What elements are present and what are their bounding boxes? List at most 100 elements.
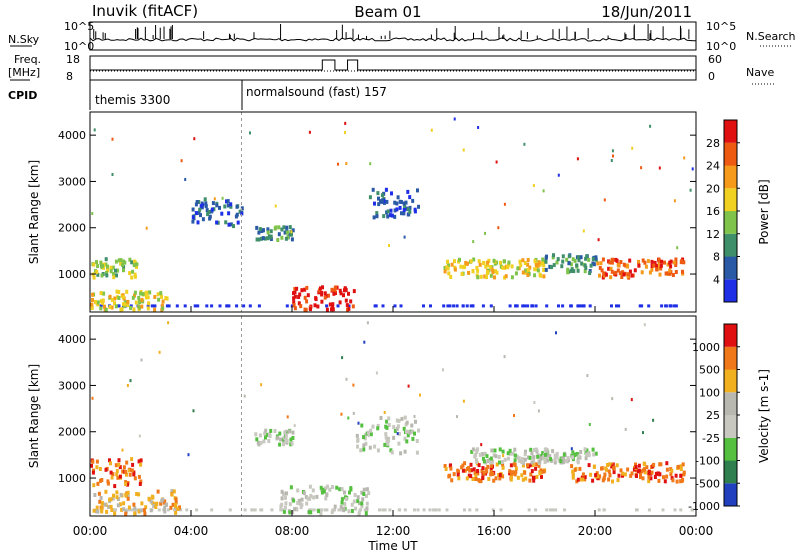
heatmap-cell	[495, 160, 498, 164]
heatmap-cell	[279, 508, 283, 512]
nsky-tick-top-right: 10^5	[706, 20, 736, 33]
heatmap-cell	[679, 467, 683, 472]
heatmap-cell	[669, 304, 673, 308]
heatmap-cell	[363, 340, 366, 344]
heatmap-cell	[493, 275, 496, 280]
heatmap-cell	[118, 502, 122, 507]
heatmap-cell	[155, 501, 159, 506]
heatmap-cell	[406, 189, 410, 194]
heatmap-cell	[250, 508, 254, 512]
heatmap-cell	[497, 226, 500, 230]
heatmap-cell	[91, 459, 95, 464]
heatmap-cell	[290, 232, 293, 237]
heatmap-cell	[523, 452, 527, 457]
heatmap-cell	[608, 260, 612, 265]
heatmap-cell	[682, 470, 686, 475]
heatmap-cell	[673, 508, 677, 512]
heatmap-cell	[671, 273, 675, 277]
heatmap-cell	[323, 291, 327, 296]
freq-series-line	[90, 59, 696, 71]
heatmap-cell	[583, 477, 587, 482]
heatmap-cell	[139, 462, 143, 467]
heatmap-cell	[516, 475, 520, 480]
heatmap-cell	[458, 257, 461, 262]
heatmap-cell	[350, 502, 354, 507]
heatmap-cell	[104, 257, 108, 262]
heatmap-cell	[375, 214, 379, 219]
heatmap-cell	[629, 473, 633, 478]
heatmap-cell	[288, 225, 292, 230]
heatmap-cell	[576, 304, 580, 308]
heatmap-cell	[413, 415, 416, 418]
heatmap-cell	[475, 508, 479, 512]
heatmap-cell	[643, 323, 646, 327]
heatmap-cell	[535, 462, 539, 467]
heatmap-cell	[679, 508, 683, 512]
heatmap-cell	[614, 270, 618, 275]
heatmap-cell	[461, 468, 465, 473]
heatmap-cell	[91, 292, 95, 297]
heatmap-cell	[91, 298, 94, 302]
heatmap-cell	[674, 473, 678, 478]
power-colorbar-label: Power [dB]	[757, 179, 771, 244]
heatmap-cell	[257, 237, 261, 242]
heatmap-cell	[570, 447, 573, 451]
heatmap-cell	[257, 230, 261, 235]
heatmap-cell	[266, 230, 270, 235]
heatmap-cell	[383, 442, 387, 447]
heatmap-cell	[380, 193, 384, 198]
heatmap-cell	[122, 507, 126, 512]
heatmap-cell	[184, 178, 187, 181]
heatmap-cell	[364, 494, 368, 498]
heatmap-cell	[509, 463, 513, 468]
heatmap-cell	[163, 499, 167, 504]
heatmap-cell	[292, 291, 295, 296]
heatmap-cell	[298, 501, 302, 506]
heatmap-cell	[109, 461, 112, 466]
colorbar-swatch	[724, 369, 737, 393]
heatmap-cell	[282, 225, 286, 230]
heatmap-cell	[193, 137, 196, 141]
heatmap-cell	[95, 260, 98, 265]
heatmap-cell	[507, 260, 511, 265]
heatmap-cell	[158, 350, 161, 354]
heatmap-cell	[430, 128, 433, 132]
heatmap-cell	[632, 467, 636, 472]
heatmap-cell	[141, 292, 145, 297]
heatmap-cell	[641, 476, 645, 481]
heatmap-cell	[331, 302, 335, 307]
heatmap-cell	[399, 451, 403, 456]
heatmap-cell	[342, 506, 346, 511]
heatmap-cell	[138, 300, 142, 304]
heatmap-cell	[210, 207, 214, 212]
heatmap-cell	[289, 437, 293, 442]
heatmap-cell	[199, 213, 202, 218]
heatmap-cell	[269, 237, 273, 241]
heatmap-cell	[475, 265, 479, 270]
heatmap-cell	[309, 508, 313, 512]
heatmap-cell	[579, 450, 583, 454]
heatmap-cell	[415, 439, 419, 443]
heatmap-cell	[577, 258, 581, 263]
heatmap-cell	[663, 260, 666, 265]
colorbar-tick-label: 500	[699, 364, 720, 377]
heatmap-cell	[148, 290, 152, 295]
heatmap-cell	[133, 274, 137, 279]
heatmap-cell	[280, 227, 284, 232]
heatmap-cell	[635, 474, 638, 478]
heatmap-cell	[499, 260, 502, 265]
heatmap-cell	[122, 465, 126, 470]
heatmap-cell	[570, 267, 574, 272]
heatmap-cell	[358, 501, 361, 506]
heatmap-cell	[273, 429, 277, 433]
heatmap-cell	[470, 449, 474, 454]
colorbar-swatch	[724, 437, 737, 461]
heatmap-cell	[486, 459, 490, 463]
heatmap-cell	[112, 272, 116, 276]
heatmap-cell	[295, 506, 299, 511]
heatmap-cell	[521, 304, 525, 308]
heatmap-cell	[306, 496, 310, 501]
y-tick-label: 2000	[58, 222, 86, 235]
heatmap-cell	[548, 508, 552, 512]
x-tick-label: 04:00	[174, 524, 209, 538]
